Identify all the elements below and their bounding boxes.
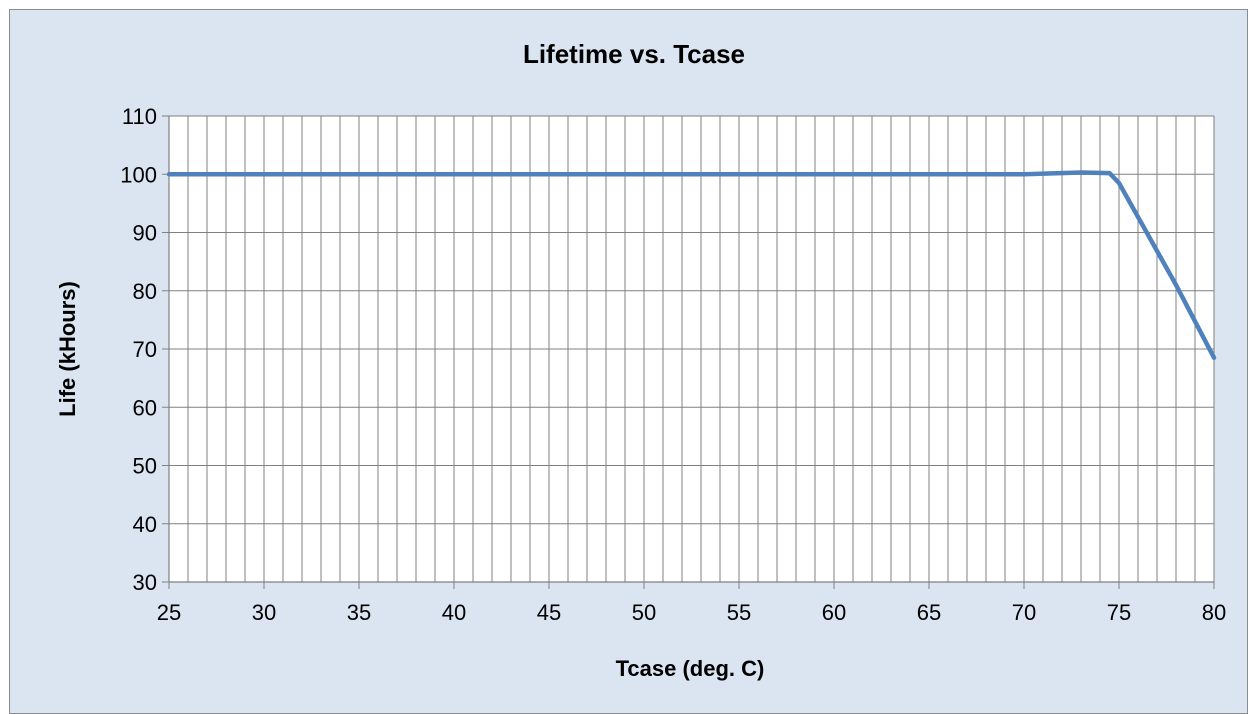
- y-tick-label: 30: [133, 570, 157, 595]
- y-tick-label: 50: [133, 454, 157, 479]
- y-tick-label: 80: [133, 279, 157, 304]
- x-tick-label: 75: [1107, 600, 1131, 625]
- series-line: [166, 170, 1217, 360]
- x-tick-label: 35: [347, 600, 371, 625]
- x-tick-label: 50: [632, 600, 656, 625]
- y-tick-label: 90: [133, 221, 157, 246]
- y-tick-label: 70: [133, 337, 157, 362]
- x-tick-label: 40: [442, 600, 466, 625]
- x-tick-label: 70: [1012, 600, 1036, 625]
- y-axis-title: Life (kHours): [55, 281, 80, 417]
- x-tick-labels: 25 30 35 40 45 50 55 60 65 70 75 80: [157, 600, 1226, 625]
- y-tick-label: 60: [133, 395, 157, 420]
- chart-title: Lifetime vs. Tcase: [523, 39, 745, 69]
- x-tick-label: 25: [157, 600, 181, 625]
- axes: [162, 115, 1215, 589]
- series-layer: [166, 170, 1217, 360]
- y-tick-label: 110: [122, 104, 157, 129]
- x-tick-label: 30: [252, 600, 276, 625]
- x-tick-label: 60: [822, 600, 846, 625]
- y-tick-label: 100: [120, 162, 157, 187]
- x-tick-label: 80: [1202, 600, 1226, 625]
- x-tick-label: 65: [917, 600, 941, 625]
- x-tick-label: 55: [727, 600, 751, 625]
- y-tick-label: 40: [133, 512, 157, 537]
- y-tick-labels: 30 40 50 60 70 80 90 100 110: [120, 104, 157, 595]
- x-tick-label: 45: [537, 600, 561, 625]
- x-axis-title: Tcase (deg. C): [616, 656, 765, 681]
